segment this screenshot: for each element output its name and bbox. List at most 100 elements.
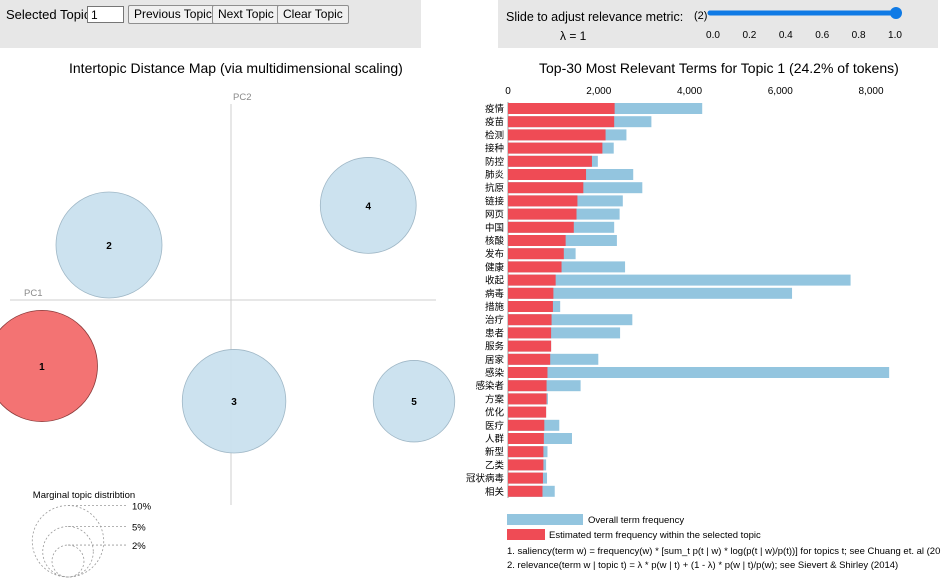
term-label[interactable]: 优化: [485, 407, 505, 419]
slider-tick-label: 1.0: [888, 30, 902, 41]
term-label[interactable]: 感染: [485, 367, 505, 379]
estimated-frequency-bar[interactable]: [508, 274, 556, 286]
slider-tick-label: 0.2: [742, 30, 756, 41]
estimated-frequency-bar[interactable]: [508, 433, 544, 444]
estimated-frequency-bar[interactable]: [508, 142, 603, 154]
estimated-frequency-bar[interactable]: [508, 314, 552, 326]
term-label[interactable]: 措施: [485, 301, 505, 313]
term-label[interactable]: 冠状病毒: [466, 473, 505, 485]
selected-topic-input[interactable]: [87, 6, 124, 23]
term-label[interactable]: 核酸: [485, 235, 505, 247]
estimated-frequency-bar[interactable]: [508, 261, 562, 273]
term-label[interactable]: 链接: [485, 195, 505, 207]
x-tick-label: 0: [505, 86, 511, 97]
term-label[interactable]: 中国: [485, 222, 504, 234]
term-label[interactable]: 乙类: [485, 459, 505, 471]
topic-bubble-3[interactable]: [181, 349, 287, 454]
overall-frequency-bar[interactable]: [508, 274, 851, 286]
terms-chart-title: Top-30 Most Relevant Terms for Topic 1 (…: [539, 60, 899, 76]
slider-tick-label: 0.8: [852, 30, 866, 41]
estimated-frequency-bar[interactable]: [508, 155, 592, 167]
term-label[interactable]: 服务: [485, 341, 505, 353]
estimated-frequency-bar[interactable]: [508, 472, 543, 484]
term-label[interactable]: 发布: [485, 248, 504, 260]
overall-frequency-bar[interactable]: [508, 287, 793, 299]
overall-frequency-bar[interactable]: [508, 261, 626, 273]
estimated-frequency-bar[interactable]: [508, 221, 574, 233]
term-label[interactable]: 抗原: [485, 182, 504, 194]
overall-frequency-bar[interactable]: [508, 367, 890, 378]
term-label[interactable]: 患者: [485, 327, 504, 339]
relevance-slider[interactable]: 0.0 0.2 0.4 0.6 0.8 1.0: [0, 0, 941, 60]
term-label[interactable]: 健康: [485, 261, 505, 273]
relevance-footnote: 2. relevance(term w | topic t) = λ * p(w…: [507, 560, 899, 571]
clear-topic-button[interactable]: Clear Topic: [277, 5, 349, 24]
estimated-frequency-bar[interactable]: [508, 129, 606, 141]
estimated-frequency-bar[interactable]: [508, 459, 544, 471]
topic-bubble-2[interactable]: [55, 191, 163, 299]
topic-bubble-5[interactable]: [372, 360, 456, 443]
topic-bubble-label: 1: [39, 362, 45, 373]
overall-frequency-bar[interactable]: [508, 353, 599, 365]
estimated-frequency-bar[interactable]: [508, 367, 548, 378]
term-label[interactable]: 人群: [485, 433, 505, 445]
pc2-axis-label: PC2: [233, 92, 251, 103]
term-label[interactable]: 检测: [485, 129, 504, 141]
x-tick-label: 2,000: [586, 86, 611, 97]
term-label[interactable]: 新型: [485, 446, 505, 458]
estimated-frequency-bar[interactable]: [508, 195, 578, 207]
estimated-frequency-bar[interactable]: [508, 446, 544, 458]
selected-topic-label: Selected Topic:: [6, 7, 94, 22]
estimated-frequency-bar[interactable]: [508, 103, 615, 114]
estimated-frequency-bar[interactable]: [508, 340, 552, 352]
term-label[interactable]: 接种: [485, 143, 504, 155]
size-legend-circle: [51, 544, 85, 578]
saliency-footnote: 1. saliency(term w) = frequency(w) * [su…: [507, 546, 941, 557]
overall-frequency-bar[interactable]: [508, 314, 633, 326]
term-label[interactable]: 方案: [485, 393, 505, 405]
lambda-readout: λ = 1: [560, 29, 587, 43]
slider-tick-label: 0.4: [779, 30, 793, 41]
estimated-frequency-bar[interactable]: [508, 353, 551, 365]
estimated-frequency-bar[interactable]: [508, 419, 545, 431]
next-topic-button[interactable]: Next Topic: [212, 5, 280, 24]
term-label[interactable]: 疫情: [485, 103, 505, 115]
relevance-slider-panel: Slide to adjust relevance metric: (2) λ …: [498, 0, 938, 48]
term-label[interactable]: 居家: [485, 354, 505, 366]
estimated-frequency-bar[interactable]: [508, 393, 547, 405]
topic-bubble-4[interactable]: [319, 157, 417, 254]
term-label[interactable]: 防控: [485, 156, 505, 168]
estimated-frequency-bar[interactable]: [508, 169, 587, 180]
term-label[interactable]: 感染者: [475, 380, 504, 392]
term-label[interactable]: 肺炎: [485, 170, 505, 181]
estimated-frequency-bar[interactable]: [508, 248, 564, 260]
term-label[interactable]: 疫苗: [485, 116, 504, 128]
term-label[interactable]: 医疗: [485, 420, 505, 432]
estimated-frequency-bar[interactable]: [508, 327, 552, 339]
topic-bubble-label: 5: [411, 397, 417, 408]
estimated-frequency-bar[interactable]: [508, 485, 543, 497]
estimated-frequency-bar[interactable]: [508, 301, 553, 312]
term-label[interactable]: 病毒: [485, 288, 505, 300]
slider-footnote: (2): [694, 10, 708, 22]
term-label[interactable]: 收起: [485, 275, 505, 287]
topic-bubble-1[interactable]: [0, 310, 98, 422]
estimated-frequency-bar[interactable]: [508, 287, 554, 299]
intertopic-map-title: Intertopic Distance Map (via multidimens…: [69, 60, 403, 76]
term-label[interactable]: 网页: [485, 210, 504, 221]
topic-bubble-label: 3: [231, 397, 237, 408]
term-label[interactable]: 治疗: [485, 314, 505, 326]
estimated-frequency-bar[interactable]: [508, 182, 584, 194]
legend-estimated-label: Estimated term frequency within the sele…: [549, 530, 761, 541]
estimated-frequency-bar[interactable]: [508, 406, 547, 418]
term-label[interactable]: 相关: [485, 486, 505, 498]
slider-label: Slide to adjust relevance metric:: [506, 10, 684, 24]
estimated-frequency-bar[interactable]: [508, 380, 547, 392]
slider-thumb[interactable]: [890, 7, 902, 19]
estimated-frequency-bar[interactable]: [508, 235, 566, 246]
overall-frequency-bar[interactable]: [508, 327, 621, 339]
estimated-frequency-bar[interactable]: [508, 208, 577, 220]
estimated-frequency-bar[interactable]: [508, 116, 615, 128]
previous-topic-button[interactable]: Previous Topic: [128, 5, 218, 24]
